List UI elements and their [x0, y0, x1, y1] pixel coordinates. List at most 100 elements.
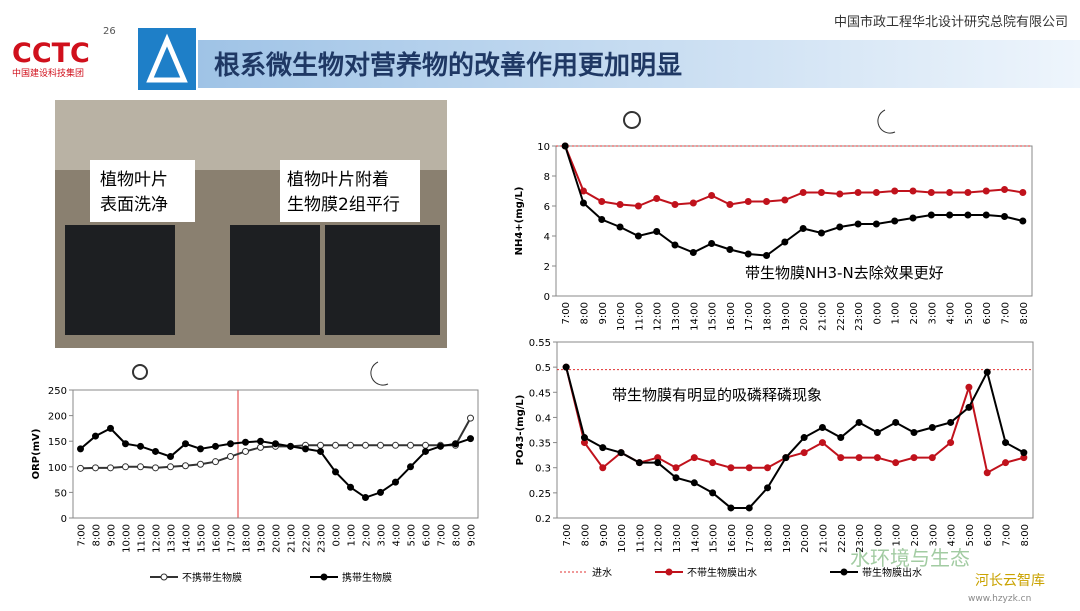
x-tick-label: 23:00 — [854, 302, 865, 331]
x-tick-label: 0:00 — [872, 302, 883, 324]
y-tick-label: 100 — [48, 463, 67, 474]
x-tick-label: 21:00 — [817, 302, 828, 331]
data-point — [671, 201, 679, 208]
slide-title: 根系微生物对营养物的改善作用更加明显 — [214, 50, 682, 81]
data-point — [818, 423, 826, 431]
data-point — [599, 464, 607, 472]
y-tick-label: 0 — [544, 292, 550, 303]
y-tick-label: 4 — [544, 232, 550, 243]
y-axis-label: PO43-(mg/L) — [515, 395, 526, 466]
data-point — [1002, 459, 1010, 467]
x-tick-label: 15:00 — [708, 302, 719, 331]
x-tick-label: 12:00 — [653, 302, 664, 331]
x-tick-label: 15:00 — [709, 524, 720, 553]
x-tick-label: 14:00 — [689, 302, 700, 331]
x-tick-label: 11:00 — [635, 524, 646, 553]
data-point — [799, 189, 807, 196]
x-tick-label: 17:00 — [745, 524, 756, 553]
x-tick-label: 8:00 — [92, 524, 103, 546]
x-tick-label: 16:00 — [212, 524, 223, 553]
data-point — [654, 459, 662, 467]
x-tick-label: 21:00 — [287, 524, 298, 553]
x-tick-label: 7:00 — [562, 524, 573, 546]
x-tick-label: 22:00 — [836, 302, 847, 331]
y-tick-label: 10 — [537, 142, 550, 153]
data-point — [836, 190, 844, 198]
x-tick-label: 14:00 — [690, 524, 701, 553]
data-point — [598, 198, 606, 205]
x-tick-label: 8:00 — [579, 302, 590, 324]
data-point — [781, 238, 789, 246]
photo-label: 植物叶片 — [100, 170, 168, 190]
data-point — [122, 463, 129, 471]
data-point — [579, 187, 587, 195]
y-tick-label: 0.4 — [535, 413, 551, 424]
data-point — [671, 241, 679, 249]
data-point — [947, 439, 955, 447]
x-tick-label: 10:00 — [617, 524, 628, 553]
title-bar — [198, 40, 1080, 88]
data-point — [946, 189, 954, 196]
x-tick-label: 10:00 — [616, 302, 627, 331]
data-point — [709, 459, 717, 467]
data-point — [77, 445, 84, 453]
data-point — [92, 432, 99, 440]
data-point — [745, 504, 753, 512]
legend-marker — [320, 573, 328, 581]
annotation: 带生物膜NH3-N去除效果更好 — [745, 264, 944, 282]
data-point — [392, 478, 399, 486]
y-tick-label: 0.2 — [535, 514, 551, 525]
data-point — [854, 220, 862, 228]
data-point — [764, 484, 772, 492]
data-point — [653, 195, 661, 202]
y-tick-label: 0.25 — [529, 489, 551, 500]
data-point — [818, 439, 826, 447]
data-point — [362, 494, 369, 502]
data-point — [227, 440, 234, 448]
data-point — [107, 424, 114, 432]
x-tick-label: 5:00 — [965, 524, 976, 546]
data-point — [855, 418, 863, 426]
data-point — [708, 240, 716, 247]
data-point — [672, 464, 680, 472]
data-point — [982, 187, 990, 195]
x-tick-label: 13:00 — [672, 524, 683, 553]
x-tick-label: 8:00 — [580, 524, 591, 546]
data-point — [892, 459, 900, 467]
data-point — [928, 454, 936, 462]
y-tick-label: 200 — [48, 412, 67, 423]
data-point — [1020, 449, 1028, 457]
data-point — [137, 442, 144, 450]
photo-label: 植物叶片附着 — [287, 170, 389, 190]
x-tick-label: 12:00 — [152, 524, 163, 553]
data-point — [799, 225, 807, 232]
data-point — [616, 201, 624, 208]
y-axis-label: ORP(mV) — [31, 429, 42, 480]
data-point — [242, 438, 249, 446]
data-point — [182, 440, 189, 448]
x-tick-label: 9:00 — [598, 302, 609, 324]
x-tick-label: 2:00 — [910, 524, 921, 546]
data-point — [727, 464, 735, 472]
y-tick-label: 0 — [61, 514, 67, 525]
photo-tank — [65, 225, 175, 335]
data-point — [212, 442, 219, 450]
data-point — [212, 458, 219, 466]
photo-tank — [230, 225, 320, 335]
data-point — [982, 211, 990, 219]
data-point — [287, 442, 294, 450]
x-tick-label: 23:00 — [317, 524, 328, 553]
data-point — [854, 189, 862, 196]
data-point — [983, 368, 991, 376]
data-point — [891, 187, 899, 195]
x-tick-label: 19:00 — [781, 302, 792, 331]
data-point — [332, 468, 339, 476]
y-tick-label: 0.3 — [535, 464, 551, 475]
data-point — [617, 449, 625, 457]
data-point — [928, 423, 936, 431]
data-point — [837, 434, 845, 442]
x-tick-label: 6:00 — [422, 524, 433, 546]
x-tick-label: 5:00 — [407, 524, 418, 546]
legend-marker — [665, 568, 673, 576]
logo-text: CCTC — [12, 38, 90, 69]
